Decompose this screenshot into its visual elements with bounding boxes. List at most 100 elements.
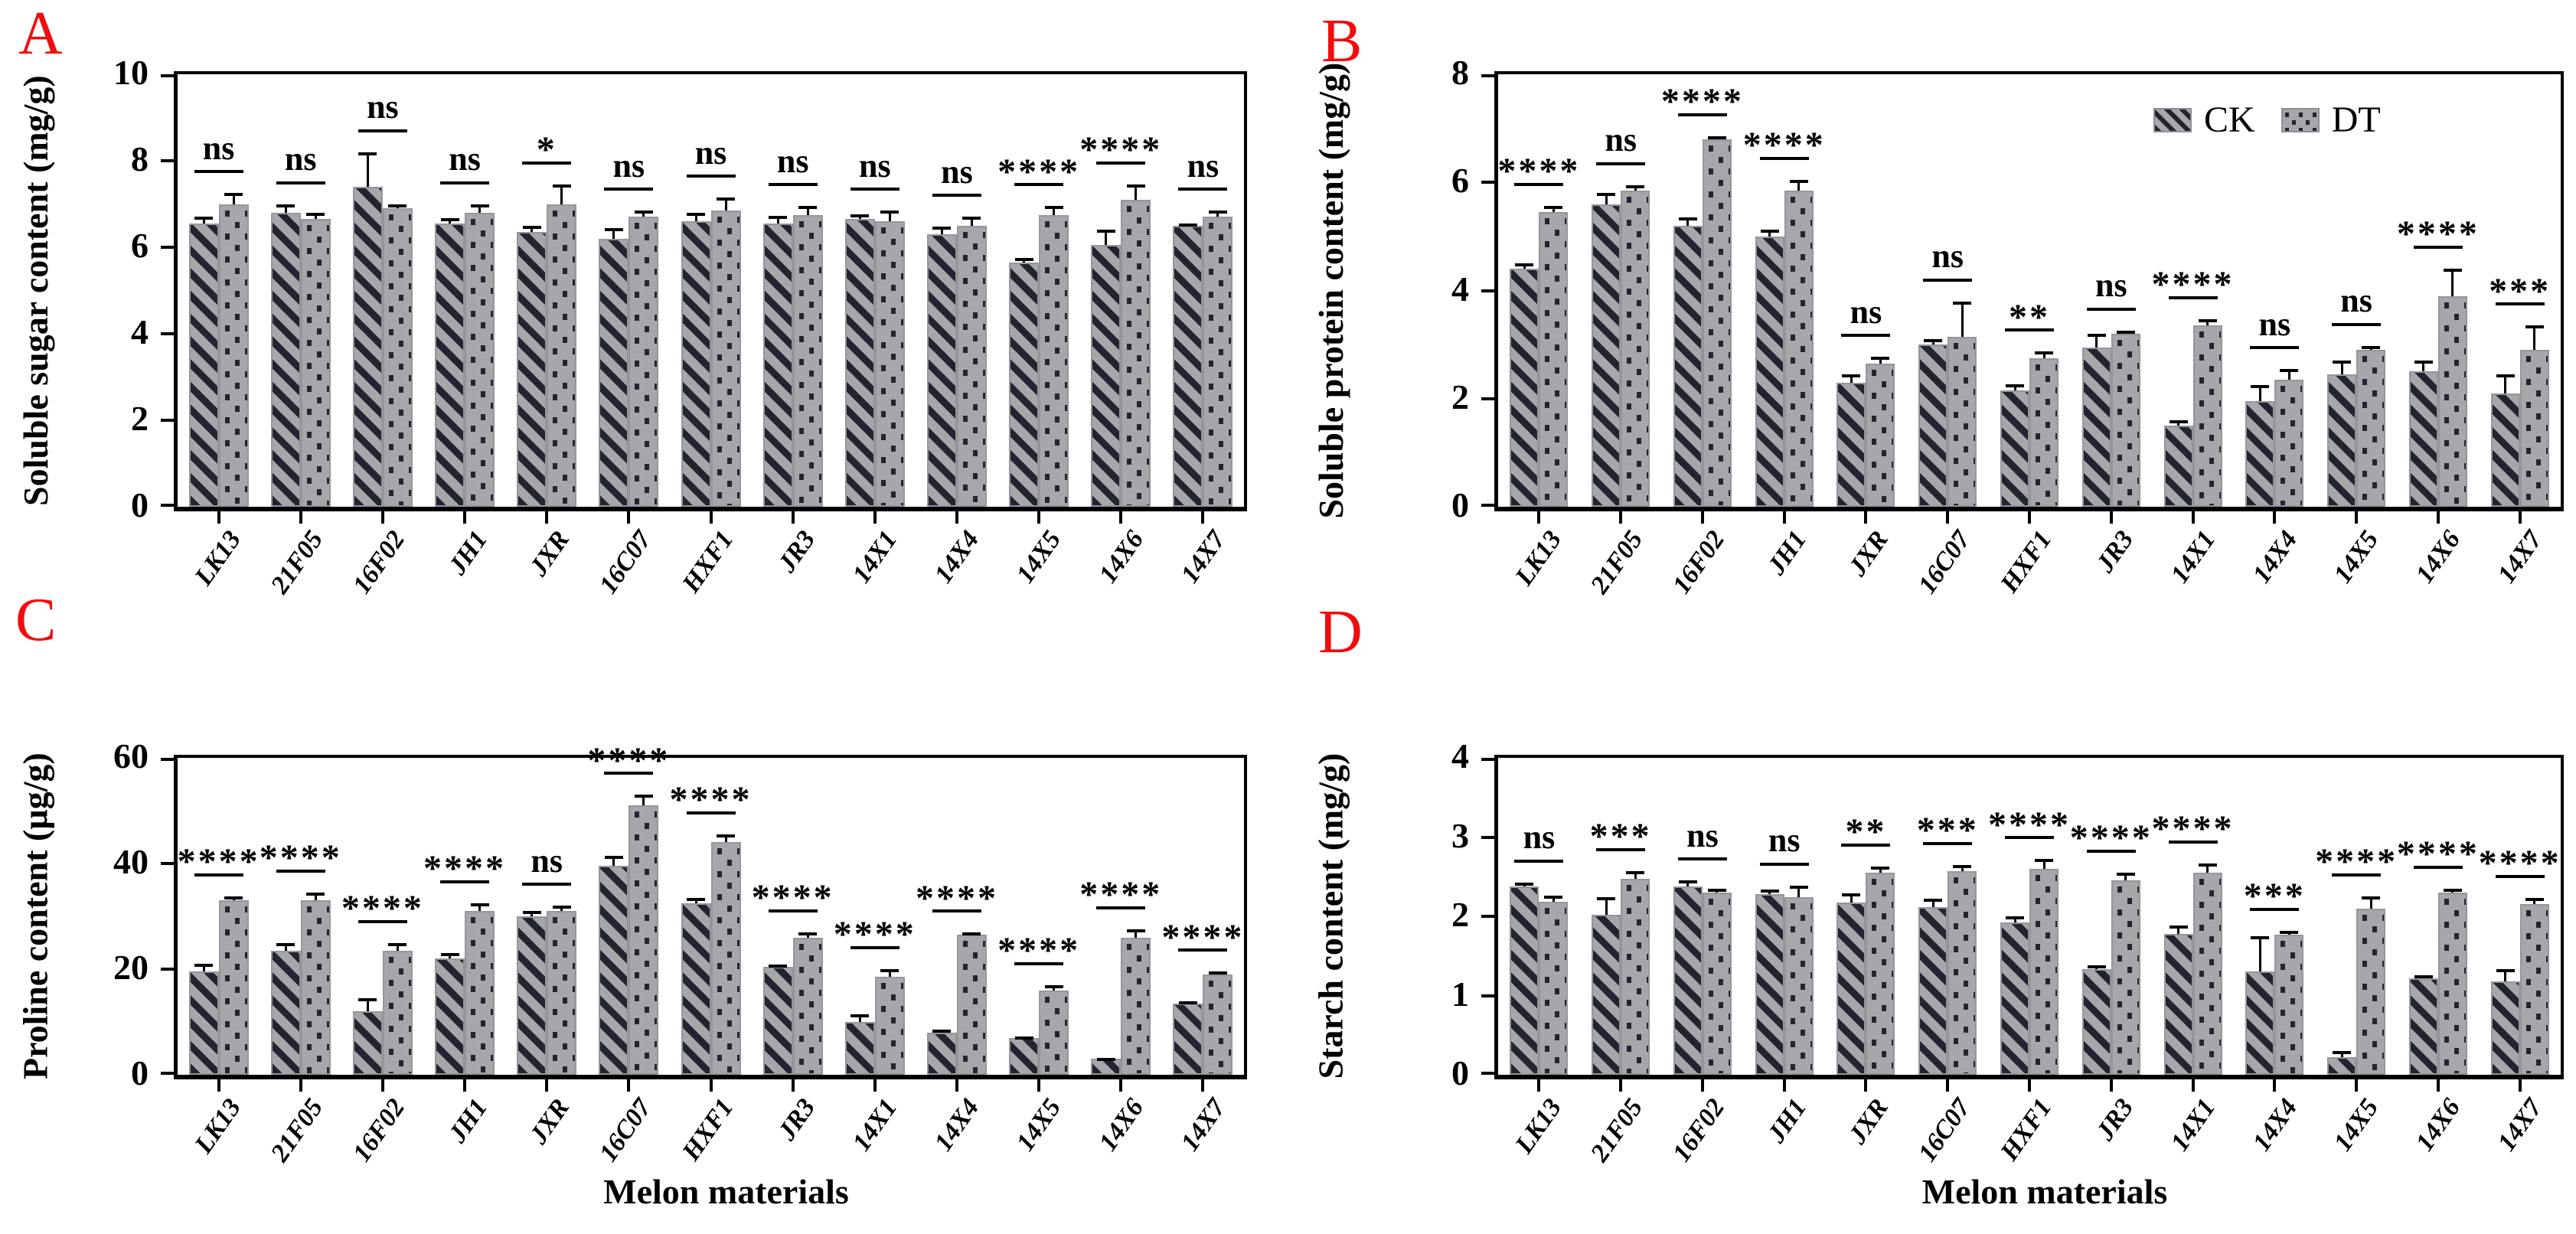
bar-dt-LK13 — [218, 204, 249, 507]
panel-a-x-label-14X1: 14X1 — [847, 525, 903, 589]
significance-label-JR3: **** — [751, 877, 834, 918]
error-cap-dt-14X1 — [880, 210, 899, 214]
error-cap-dt-14X1 — [2198, 318, 2217, 322]
panel-c-x-tick — [380, 1079, 384, 1092]
panel-a-y-tick-label: 10 — [113, 53, 149, 92]
error-bar-ck-14X5 — [2340, 1050, 2343, 1058]
panel-d-x-label-14X6: 14X6 — [2410, 1093, 2467, 1157]
error-cap-ck-JR3 — [769, 964, 788, 968]
panel-c-y-tick-label: 20 — [113, 948, 149, 987]
bar-dt-16C07 — [628, 217, 659, 507]
bar-ck-HXF1 — [2000, 922, 2029, 1075]
significance-label-14X4: **** — [915, 877, 998, 919]
significance-label-14X4: ns — [2258, 305, 2291, 343]
bar-dt-JH1 — [465, 911, 495, 1075]
panel-a-y-tick-label: 8 — [131, 139, 149, 178]
error-cap-dt-16C07 — [634, 795, 653, 798]
error-cap-dt-21F05 — [1626, 184, 1645, 188]
panel-a-x-tick — [627, 511, 631, 524]
error-cap-dt-21F05 — [1626, 871, 1645, 875]
significance-line-JH1 — [440, 181, 490, 184]
error-cap-dt-JXR — [552, 184, 571, 188]
significance-label-JR3: ns — [776, 142, 809, 180]
significance-label-16F02: ns — [1686, 817, 1719, 855]
bar-dt-16F02 — [382, 950, 413, 1075]
bar-ck-14X7 — [1173, 225, 1203, 507]
significance-label-JXR: ns — [1850, 292, 1882, 331]
error-bar-dt-HXF1 — [724, 198, 727, 211]
panel-c-y-tick-label: 40 — [113, 842, 149, 881]
panel-d-x-label-14X4: 14X4 — [2247, 1093, 2303, 1157]
error-bar-dt-LK13 — [232, 193, 235, 204]
panel-b-x-label-14X7: 14X7 — [2492, 525, 2548, 589]
significance-line-HXF1 — [2005, 328, 2054, 332]
bar-dt-21F05 — [1621, 879, 1650, 1075]
panel-d-y-tick — [1481, 915, 1494, 918]
error-cap-dt-JH1 — [470, 903, 489, 906]
error-cap-dt-JXR — [1871, 357, 1890, 361]
error-cap-dt-LK13 — [224, 896, 243, 899]
panel-b-letter: B — [1321, 8, 1363, 75]
panel-c-plot-area: 0 20 40 60 LK13 **** 21F05 **** 16F02 **** JH1 ****… — [113, 736, 1247, 1167]
bar-dt-LK13 — [218, 900, 249, 1075]
error-cap-ck-14X1 — [851, 214, 870, 217]
significance-line-14X7 — [1178, 948, 1228, 952]
panel-c-x-label-14X4: 14X4 — [929, 1093, 985, 1157]
bar-ck-LK13 — [1510, 886, 1539, 1075]
error-bar-dt-16C07 — [1961, 864, 1964, 872]
error-cap-dt-16F02 — [388, 942, 407, 946]
significance-line-14X4 — [932, 194, 981, 198]
error-cap-ck-HXF1 — [2006, 916, 2024, 919]
error-cap-ck-16F02 — [358, 997, 377, 1001]
error-cap-ck-14X4 — [2251, 385, 2270, 389]
panel-b-x-label-21F05: 21F05 — [1585, 525, 1649, 599]
error-bar-dt-JXR — [1879, 866, 1882, 873]
error-cap-ck-14X7 — [2496, 969, 2515, 973]
significance-label-16C07: ns — [612, 146, 645, 184]
significance-label-HXF1: **** — [669, 779, 753, 821]
panel-b-y-tick-label: 0 — [1451, 485, 1469, 524]
significance-label-HXF1: **** — [1988, 804, 2071, 845]
panel-d-x-label-16C07: 16C07 — [1912, 1093, 1976, 1167]
error-bar-ck-LK13 — [202, 217, 205, 224]
panel-d-x-tick — [1619, 1079, 1623, 1092]
panel-b-y-tick — [1481, 289, 1494, 292]
error-cap-ck-16C07 — [1924, 899, 1943, 903]
panel-d-x-label-HXF1: HXF1 — [1995, 1093, 2058, 1166]
error-cap-ck-21F05 — [276, 942, 295, 946]
error-bar-ck-14X5 — [2340, 361, 2343, 374]
error-cap-dt-14X6 — [2443, 269, 2462, 273]
panel-c-x-label-14X7: 14X7 — [1175, 1093, 1232, 1157]
bar-dt-14X7 — [1203, 217, 1233, 507]
error-cap-ck-LK13 — [194, 217, 214, 220]
error-cap-ck-16C07 — [1924, 339, 1943, 343]
bar-ck-14X1 — [2163, 426, 2193, 507]
panel-b-y-tick-label: 8 — [1451, 53, 1469, 92]
error-cap-ck-LK13 — [1515, 882, 1534, 886]
significance-line-14X1 — [2168, 840, 2218, 844]
panel-c-x-axis-title: Melon materials — [603, 1172, 849, 1211]
error-cap-ck-14X6 — [2414, 361, 2433, 364]
panel-a-x-tick — [955, 511, 958, 524]
error-cap-dt-JR3 — [798, 932, 818, 935]
bar-dt-14X4 — [2274, 380, 2304, 507]
error-bar-ck-16C07 — [1931, 899, 1934, 907]
error-cap-ck-14X5 — [1014, 258, 1033, 262]
panel-a-x-label-14X7: 14X7 — [1175, 525, 1232, 589]
error-bar-ck-16F02 — [366, 997, 369, 1012]
bar-dt-JH1 — [465, 212, 495, 507]
error-bar-dt-JH1 — [1797, 179, 1801, 191]
significance-line-JXR — [1841, 843, 1891, 847]
panel-c-x-label-14X6: 14X6 — [1093, 1093, 1149, 1157]
significance-label-JH1: ns — [1768, 821, 1801, 860]
panel-a-y-tick — [161, 246, 174, 249]
bar-dt-16C07 — [1948, 336, 1977, 507]
significance-label-14X7: **** — [1161, 916, 1245, 958]
error-cap-dt-HXF1 — [717, 198, 735, 201]
panel-a-x-label-JR3: JR3 — [772, 525, 821, 578]
error-bar-ck-JH1 — [1768, 230, 1771, 237]
panel-a-x-tick — [217, 511, 220, 524]
panel-b-y-tick — [1481, 504, 1494, 507]
bar-ck-LK13 — [188, 223, 219, 507]
error-bar-ck-14X1 — [2177, 925, 2180, 934]
